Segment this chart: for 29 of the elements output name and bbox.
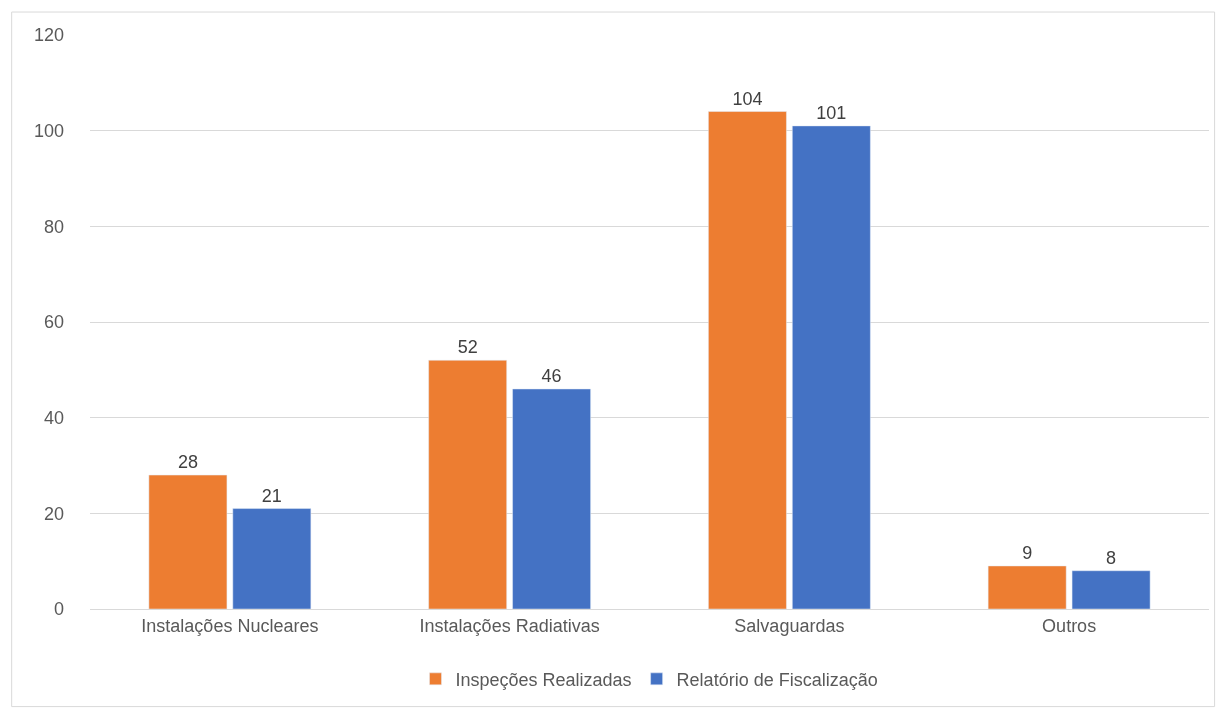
bar xyxy=(232,508,312,609)
x-tick-label: Instalações Nucleares xyxy=(141,615,319,636)
y-tick-label: 120 xyxy=(33,25,64,46)
y-tick-label: 80 xyxy=(43,216,64,237)
bar xyxy=(708,111,787,609)
data-label: 46 xyxy=(541,365,562,386)
legend-label: Relatório de Fiscalização xyxy=(676,669,878,690)
y-tick-label: 20 xyxy=(43,503,64,524)
y-tick-label: 0 xyxy=(53,599,64,620)
y-tick-label: 60 xyxy=(43,312,64,333)
bar xyxy=(987,565,1067,609)
data-label: 21 xyxy=(261,485,282,506)
y-tick-label: 40 xyxy=(43,407,64,428)
x-tick-label: Instalações Radiativas xyxy=(419,615,600,636)
bar xyxy=(1071,570,1151,609)
bar xyxy=(428,360,507,609)
bar xyxy=(512,388,591,609)
legend-label: Inspeções Realizadas xyxy=(455,669,632,690)
data-label: 28 xyxy=(177,452,198,473)
y-tick-label: 100 xyxy=(33,120,64,141)
data-label: 52 xyxy=(457,337,478,358)
x-tick-label: Outros xyxy=(1042,615,1097,636)
data-label: 101 xyxy=(816,102,847,123)
data-label: 9 xyxy=(1022,542,1033,563)
bar xyxy=(148,474,228,609)
data-label: 104 xyxy=(732,88,763,109)
bar xyxy=(792,125,871,609)
x-tick-label: Salvaguardas xyxy=(734,615,845,636)
data-label: 8 xyxy=(1106,547,1117,568)
